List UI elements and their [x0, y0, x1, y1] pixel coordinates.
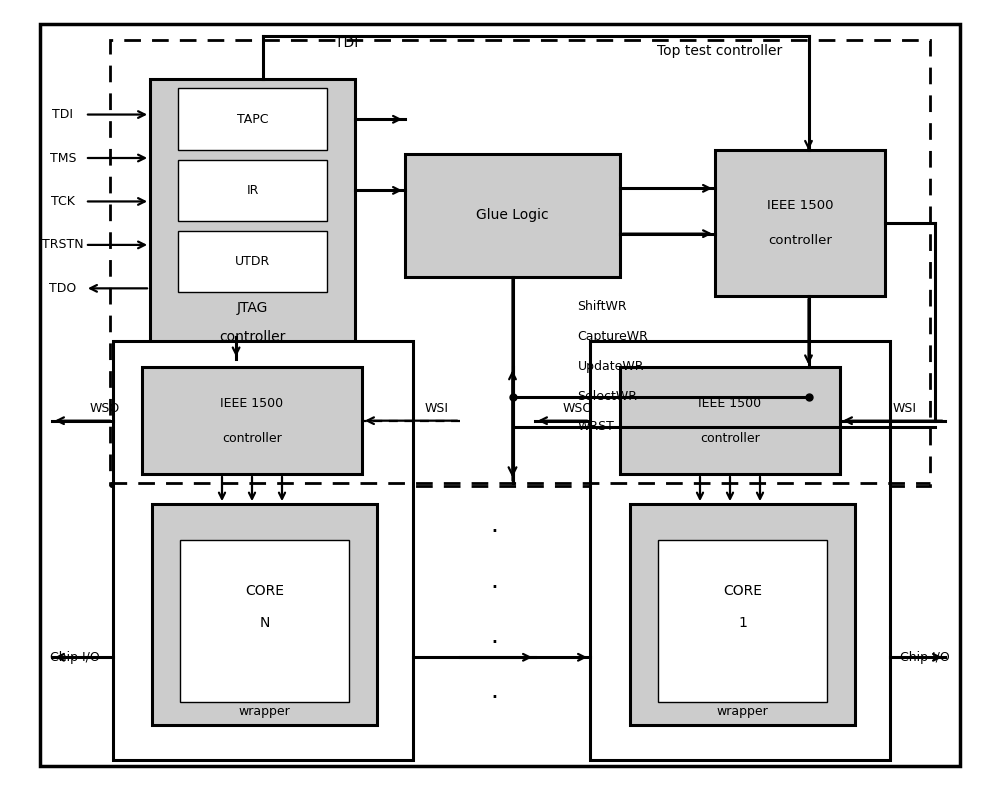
Text: JTAG: JTAG	[237, 301, 268, 315]
Bar	[178, 231, 327, 292]
Text: CORE: CORE	[723, 584, 762, 598]
Text: TMS: TMS	[50, 152, 76, 164]
Bar	[630, 504, 855, 725]
Text: Chip I/O: Chip I/O	[50, 651, 100, 664]
Text: TDI: TDI	[335, 36, 358, 51]
Text: UTDR: UTDR	[235, 255, 270, 268]
Text: WRST: WRST	[578, 420, 614, 433]
Text: Top test controller: Top test controller	[657, 44, 783, 58]
Text: N: N	[259, 615, 270, 630]
Text: TDI: TDI	[52, 108, 74, 121]
Text: ShiftWR: ShiftWR	[578, 300, 627, 313]
Text: TAPC: TAPC	[237, 113, 268, 126]
Bar	[110, 40, 930, 486]
Bar	[113, 341, 413, 760]
Text: controller: controller	[222, 431, 282, 445]
Text: 1: 1	[738, 615, 747, 630]
Text: wrapper: wrapper	[239, 705, 290, 717]
Text: TDO: TDO	[49, 282, 77, 295]
Bar	[178, 160, 327, 221]
Text: WSI: WSI	[893, 402, 917, 416]
Text: WSI: WSI	[425, 402, 449, 416]
Bar	[150, 79, 355, 359]
Text: SelectWR: SelectWR	[578, 390, 638, 403]
Text: WSO: WSO	[90, 402, 120, 416]
Text: controller: controller	[700, 431, 760, 445]
Bar	[658, 540, 827, 702]
Bar	[405, 154, 620, 276]
Text: UpdateWR: UpdateWR	[578, 360, 644, 373]
Bar	[142, 367, 362, 474]
Bar	[180, 540, 349, 702]
Text: controller: controller	[768, 234, 832, 247]
Text: IEEE 1500: IEEE 1500	[698, 397, 762, 410]
Bar	[620, 367, 840, 474]
Text: CaptureWR: CaptureWR	[578, 330, 648, 343]
Bar	[178, 88, 327, 150]
Text: .: .	[490, 624, 498, 648]
Bar	[152, 504, 377, 725]
Text: .: .	[490, 679, 498, 703]
Text: Glue Logic: Glue Logic	[476, 209, 549, 222]
Bar	[715, 150, 885, 296]
Text: TCK: TCK	[51, 195, 75, 208]
Bar	[590, 341, 890, 760]
Text: .: .	[490, 569, 498, 592]
Text: Chip I/O: Chip I/O	[900, 651, 950, 664]
Text: controller: controller	[219, 330, 286, 344]
Text: TRSTN: TRSTN	[42, 239, 84, 251]
Text: WSO: WSO	[563, 402, 593, 416]
Text: .: .	[490, 514, 498, 537]
Text: IEEE 1500: IEEE 1500	[767, 199, 833, 213]
Text: CORE: CORE	[245, 584, 284, 598]
Text: IR: IR	[246, 184, 259, 197]
Text: IEEE 1500: IEEE 1500	[220, 397, 284, 410]
Text: wrapper: wrapper	[717, 705, 768, 717]
